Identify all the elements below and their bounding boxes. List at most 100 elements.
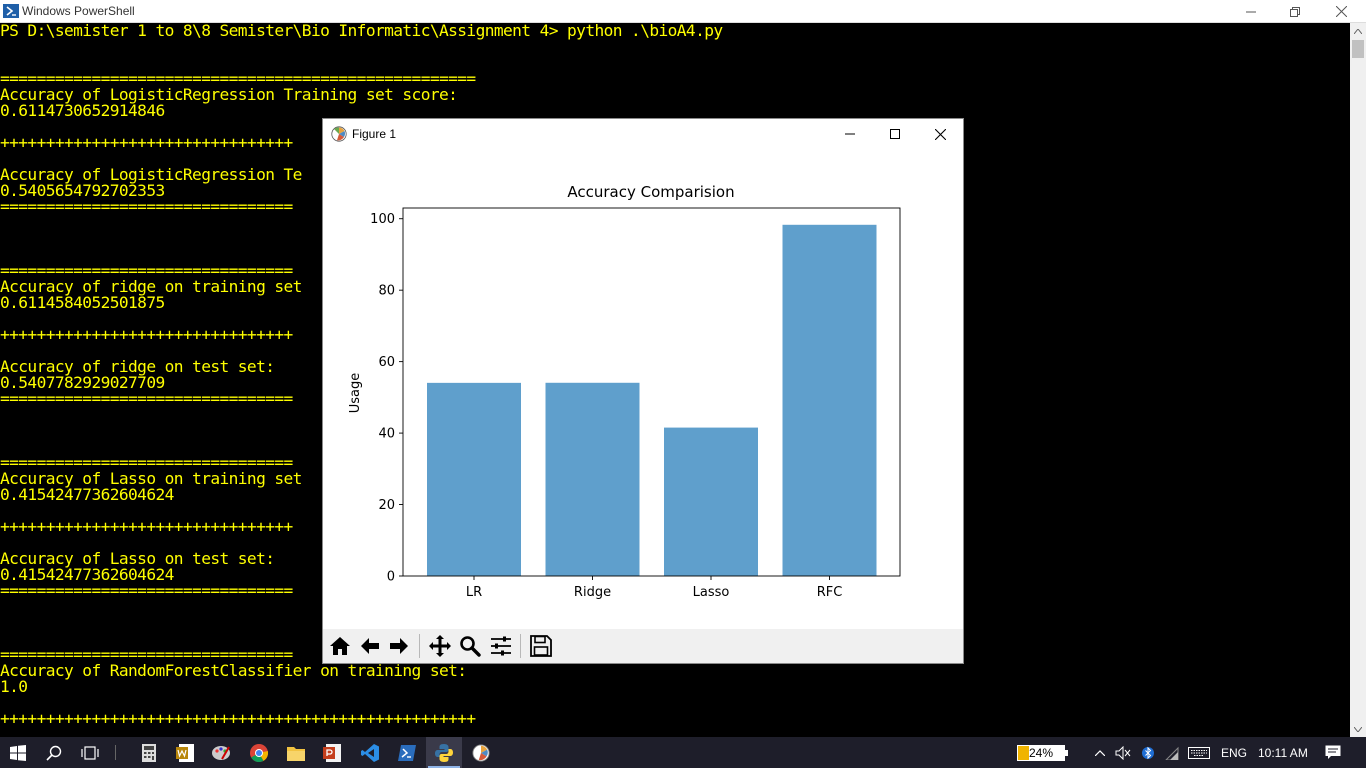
scroll-up-arrow-icon[interactable] [1350, 23, 1366, 39]
figure-close-button[interactable] [917, 119, 963, 149]
taskbar-powershell[interactable] [389, 737, 425, 768]
console-line: 0.6114730652914846 [0, 101, 165, 120]
figure-titlebar[interactable]: Figure 1 [323, 119, 963, 149]
taskbar-file-explorer[interactable] [278, 737, 314, 768]
taskbar-python-figure[interactable] [426, 737, 462, 768]
python-icon [435, 743, 453, 762]
console-line: ================================ [0, 453, 293, 472]
folder-icon [287, 746, 305, 761]
minimize-icon [845, 133, 855, 135]
taskbar-word[interactable] [167, 737, 203, 768]
home-icon [330, 637, 350, 655]
zoom-icon [460, 636, 481, 657]
zoom-button[interactable] [456, 632, 484, 660]
taskbar-paint[interactable] [203, 737, 239, 768]
x-tick-label: Lasso [693, 585, 730, 600]
taskbar-separator [115, 745, 116, 760]
y-tick-label: 20 [378, 498, 395, 513]
console-line: ++++++++++++++++++++++++++++++++ [0, 133, 293, 152]
console-line: Accuracy of LogisticRegression Training … [0, 85, 458, 104]
restore-button[interactable] [1272, 0, 1318, 23]
touch-keyboard-button[interactable] [1186, 737, 1212, 768]
search-icon [46, 745, 62, 761]
minimize-button[interactable] [1228, 0, 1274, 23]
search-button[interactable] [36, 737, 72, 768]
language-indicator[interactable]: ENG [1221, 746, 1248, 760]
figure-maximize-button[interactable] [872, 119, 918, 149]
taskbar-chrome[interactable] [241, 737, 277, 768]
battery-indicator[interactable]: 24% [1017, 745, 1068, 761]
console-line: Accuracy of Lasso on training set [0, 469, 302, 488]
console-line: Accuracy of LogisticRegression Te [0, 165, 302, 184]
console-line: ++++++++++++++++++++++++++++++++ [0, 517, 293, 536]
y-tick-label: 40 [378, 427, 395, 442]
plot-canvas[interactable]: Accuracy Comparision Usage 0 20 40 60 80 100 … [323, 149, 963, 629]
y-axis-label: Usage [348, 373, 363, 414]
scroll-thumb[interactable] [1352, 40, 1364, 58]
bar-chart: Accuracy Comparision Usage 020406080100 … [348, 183, 901, 600]
home-button[interactable] [326, 632, 354, 660]
paint-icon [212, 745, 230, 760]
forward-button[interactable] [385, 632, 413, 660]
configure-subplots-button[interactable] [487, 632, 515, 660]
x-tick-label: RFC [817, 585, 843, 600]
minimize-icon [1246, 11, 1256, 12]
windows-start-icon [10, 744, 26, 761]
start-button[interactable] [0, 737, 36, 768]
wifi-icon [1165, 746, 1179, 760]
bar-rfc [782, 224, 877, 576]
network-button[interactable] [1161, 737, 1183, 768]
powershell-titlebar[interactable]: Windows PowerShell [0, 0, 1366, 23]
close-button[interactable] [1318, 0, 1364, 23]
console-line: ++++++++++++++++++++++++++++++++ [0, 325, 293, 344]
scroll-down-arrow-icon[interactable] [1350, 721, 1366, 737]
back-button[interactable] [356, 632, 384, 660]
show-hidden-icons-button[interactable] [1089, 737, 1111, 768]
console-line: ========================================… [0, 69, 476, 88]
console-line: 0.41542477362604624 [0, 485, 174, 504]
taskbar-powerpoint[interactable] [314, 737, 350, 768]
save-button[interactable] [527, 632, 555, 660]
console-line: ++++++++++++++++++++++++++++++++++++++++… [0, 709, 476, 728]
taskbar-vscode[interactable] [352, 737, 388, 768]
powershell-icon [398, 744, 416, 761]
y-tick-label: 100 [370, 212, 395, 227]
console-scrollbar[interactable] [1350, 23, 1366, 737]
taskbar: 24% ENG 10:11 AM [0, 737, 1366, 768]
clock[interactable]: 10:11 AM [1258, 746, 1308, 760]
vscode-icon [361, 743, 379, 762]
taskbar-calculator[interactable] [131, 737, 167, 768]
pan-button[interactable] [426, 632, 454, 660]
console-line: Accuracy of Lasso on test set: [0, 549, 275, 568]
action-center-button[interactable] [1315, 737, 1351, 768]
figure-window[interactable]: Figure 1 Accuracy Comparision Usage 0 20 4… [322, 118, 964, 664]
save-icon [530, 635, 552, 657]
console-line: ================================ [0, 645, 293, 664]
close-icon [1335, 6, 1347, 17]
taskbar-matplotlib[interactable] [463, 737, 499, 768]
back-arrow-icon [361, 638, 379, 654]
console-line: 0.5407782929027709 [0, 373, 165, 392]
bar-lasso [664, 427, 758, 576]
console-text: PS D:\semister 1 to 8\8 Semister\Bio Inf… [0, 23, 1350, 727]
console-line: Accuracy of RandomForestClassifier on tr… [0, 661, 467, 680]
volume-muted-icon [1115, 745, 1131, 760]
figure-minimize-button[interactable] [827, 119, 873, 149]
chrome-icon [250, 743, 268, 762]
console-line: PS D:\semister 1 to 8\8 Semister\Bio Inf… [0, 23, 723, 40]
bluetooth-button[interactable] [1137, 737, 1159, 768]
keyboard-icon [1188, 746, 1210, 759]
figure-toolbar [323, 629, 963, 663]
task-view-button[interactable] [72, 737, 108, 768]
pan-icon [429, 635, 451, 657]
y-tick-label: 60 [378, 355, 395, 370]
axes-frame [402, 207, 901, 577]
console-line: 1.0 [0, 677, 28, 696]
toolbar-separator [520, 634, 521, 658]
volume-button[interactable] [1112, 737, 1134, 768]
task-view-icon [81, 745, 99, 760]
console-line [0, 39, 1350, 55]
notification-icon [1325, 745, 1341, 759]
console-line: Accuracy of ridge on test set: [0, 357, 275, 376]
matplotlib-icon [472, 743, 490, 762]
